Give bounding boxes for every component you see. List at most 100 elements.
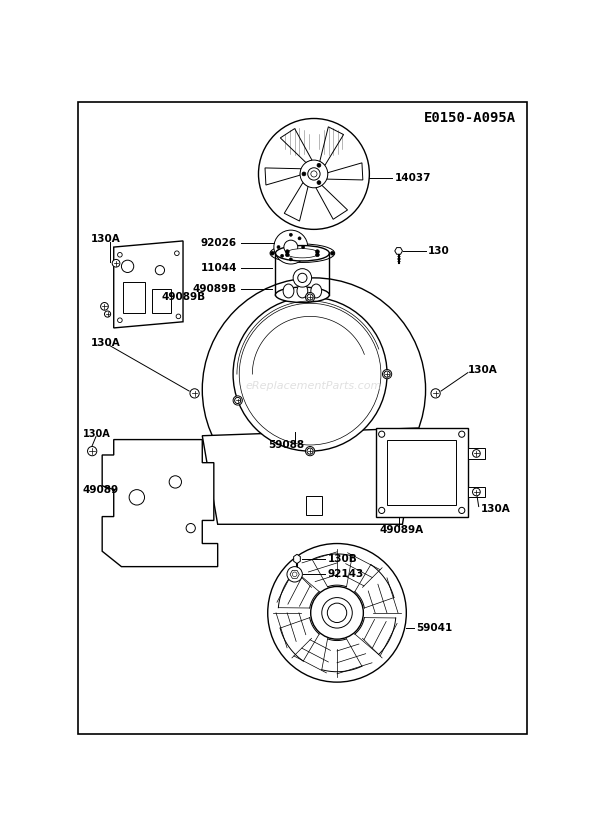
Circle shape — [235, 398, 241, 404]
Circle shape — [316, 253, 319, 256]
Polygon shape — [395, 247, 402, 254]
Circle shape — [306, 447, 314, 456]
Circle shape — [308, 168, 320, 180]
Text: 92026: 92026 — [201, 238, 237, 248]
Ellipse shape — [276, 246, 329, 261]
Text: 130B: 130B — [328, 554, 358, 564]
Circle shape — [233, 396, 242, 405]
Circle shape — [117, 252, 122, 257]
Text: 59088: 59088 — [268, 440, 304, 450]
Polygon shape — [102, 440, 218, 566]
Circle shape — [186, 523, 195, 533]
Circle shape — [293, 572, 297, 576]
Circle shape — [298, 273, 307, 283]
Text: 130A: 130A — [481, 504, 511, 514]
Text: 130A: 130A — [468, 366, 498, 375]
Circle shape — [112, 260, 120, 267]
Circle shape — [330, 251, 335, 256]
Circle shape — [270, 251, 274, 256]
Circle shape — [311, 586, 363, 639]
Polygon shape — [265, 168, 301, 185]
Polygon shape — [280, 128, 312, 163]
Circle shape — [289, 233, 293, 237]
Text: 130A: 130A — [83, 429, 111, 439]
Ellipse shape — [311, 284, 322, 298]
Polygon shape — [284, 183, 308, 221]
Circle shape — [175, 251, 179, 256]
Circle shape — [327, 603, 347, 623]
Polygon shape — [294, 554, 300, 563]
Text: 130A: 130A — [91, 338, 120, 348]
Circle shape — [317, 164, 321, 167]
Circle shape — [322, 598, 352, 628]
Circle shape — [284, 240, 298, 254]
Bar — [375, 428, 468, 517]
Circle shape — [300, 160, 328, 188]
Circle shape — [311, 171, 317, 177]
Text: 59041: 59041 — [417, 624, 453, 633]
Circle shape — [155, 265, 165, 275]
Circle shape — [268, 543, 407, 682]
Circle shape — [317, 180, 321, 184]
Polygon shape — [114, 241, 183, 328]
Circle shape — [287, 566, 302, 582]
Circle shape — [458, 507, 465, 514]
Bar — [468, 486, 485, 497]
Bar — [306, 496, 322, 515]
Text: 130A: 130A — [91, 234, 120, 245]
Circle shape — [473, 450, 480, 457]
Circle shape — [316, 250, 319, 254]
Circle shape — [87, 447, 97, 456]
Text: 49089B: 49089B — [193, 284, 237, 294]
Ellipse shape — [283, 284, 294, 298]
Text: 49089A: 49089A — [379, 524, 424, 535]
Circle shape — [384, 371, 390, 377]
Text: 92143: 92143 — [328, 569, 364, 580]
Circle shape — [233, 297, 387, 452]
Text: E0150-A095A: E0150-A095A — [424, 111, 516, 125]
Circle shape — [101, 303, 109, 310]
Text: 49089: 49089 — [83, 485, 119, 495]
Text: 14037: 14037 — [395, 173, 431, 183]
Bar — [387, 440, 457, 505]
Polygon shape — [327, 163, 363, 180]
Circle shape — [239, 304, 381, 445]
Circle shape — [473, 488, 480, 496]
Circle shape — [379, 507, 385, 514]
Circle shape — [169, 476, 182, 488]
Circle shape — [274, 230, 308, 264]
Circle shape — [202, 278, 425, 501]
Text: eReplacementParts.com: eReplacementParts.com — [246, 380, 382, 390]
Circle shape — [117, 318, 122, 323]
Circle shape — [286, 253, 289, 256]
Circle shape — [301, 246, 304, 249]
Circle shape — [307, 294, 313, 300]
Circle shape — [382, 370, 392, 379]
Ellipse shape — [297, 284, 308, 298]
Text: 130: 130 — [428, 246, 450, 256]
Circle shape — [281, 254, 284, 257]
Text: 11044: 11044 — [201, 263, 237, 273]
Circle shape — [379, 431, 385, 437]
Polygon shape — [316, 185, 348, 219]
Text: 49089B: 49089B — [162, 292, 206, 302]
Bar — [468, 448, 485, 459]
Circle shape — [286, 250, 289, 254]
Circle shape — [293, 269, 312, 287]
Circle shape — [302, 172, 306, 176]
Circle shape — [431, 389, 440, 398]
Circle shape — [277, 246, 280, 249]
Polygon shape — [202, 428, 418, 524]
Ellipse shape — [270, 244, 335, 262]
Circle shape — [298, 237, 301, 240]
Ellipse shape — [286, 249, 319, 258]
Bar — [123, 282, 145, 313]
Circle shape — [258, 118, 369, 229]
Bar — [152, 289, 172, 313]
Polygon shape — [290, 571, 299, 578]
Ellipse shape — [276, 287, 329, 303]
Circle shape — [307, 448, 313, 454]
Circle shape — [129, 490, 145, 505]
Circle shape — [104, 311, 111, 317]
Circle shape — [289, 258, 293, 261]
